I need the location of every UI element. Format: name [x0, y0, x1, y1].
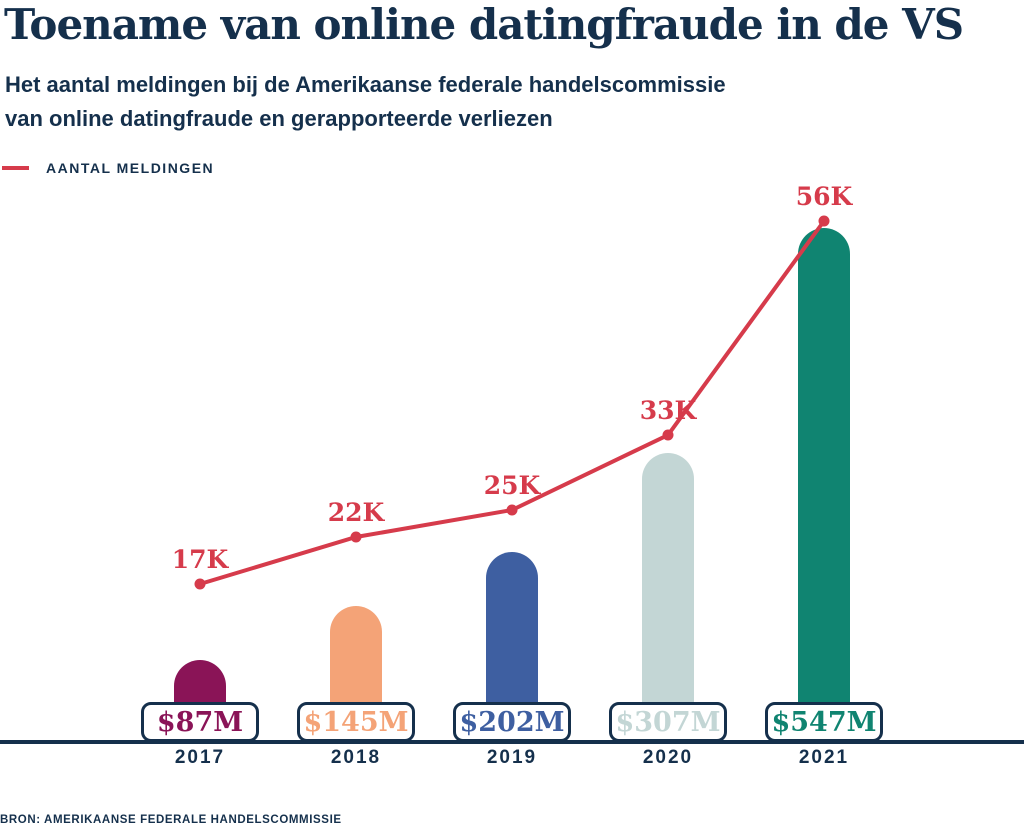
reports-point-label-2020: 33K — [640, 396, 698, 425]
reports-point-label-2017: 17K — [172, 545, 230, 574]
loss-value-box-2021: $547M — [765, 702, 883, 742]
subtitle-line-1: Het aantal meldingen bij de Amerikaanse … — [5, 72, 726, 97]
legend: AANTAL MELDINGEN — [2, 160, 214, 176]
reports-point-label-2021: 56K — [796, 182, 854, 211]
reports-point-label-2018: 22K — [328, 498, 386, 527]
source-note: BRON: AMERIKAANSE FEDERALE HANDELSCOMMIS… — [0, 814, 342, 826]
reports-point-2017 — [194, 578, 206, 590]
loss-value-label: $547M — [771, 707, 877, 738]
reports-point-2019 — [506, 504, 518, 516]
loss-value-box-2020: $307M — [609, 702, 727, 742]
subtitle-line-2: van online datingfraude en gerapporteerd… — [5, 106, 553, 131]
x-tick-2020: 2020 — [642, 747, 694, 768]
loss-value-label: $87M — [156, 707, 244, 738]
loss-value-label: $307M — [615, 707, 721, 738]
loss-bar-2021 — [798, 228, 850, 742]
loss-value-box-2019: $202M — [453, 702, 571, 742]
loss-value-label: $145M — [303, 707, 409, 738]
loss-value-label: $202M — [459, 707, 565, 738]
x-tick-2018: 2018 — [330, 747, 382, 768]
reports-point-2021 — [818, 215, 830, 227]
legend-label: AANTAL MELDINGEN — [46, 160, 215, 176]
reports-point-2018 — [350, 531, 362, 543]
x-tick-2017: 2017 — [174, 747, 226, 768]
line-series-swatch-icon — [2, 166, 29, 170]
reports-point-label-2019: 25K — [484, 471, 542, 500]
page-title: Toename van online datingfraude in de VS — [4, 0, 964, 49]
loss-value-box-2018: $145M — [297, 702, 415, 742]
x-tick-2021: 2021 — [798, 747, 850, 768]
x-axis-line — [0, 740, 1024, 744]
reports-line — [199, 219, 826, 586]
loss-value-box-2017: $87M — [141, 702, 259, 742]
reports-point-2020 — [662, 429, 674, 441]
loss-bar-2020 — [642, 453, 694, 742]
x-tick-2019: 2019 — [486, 747, 538, 768]
